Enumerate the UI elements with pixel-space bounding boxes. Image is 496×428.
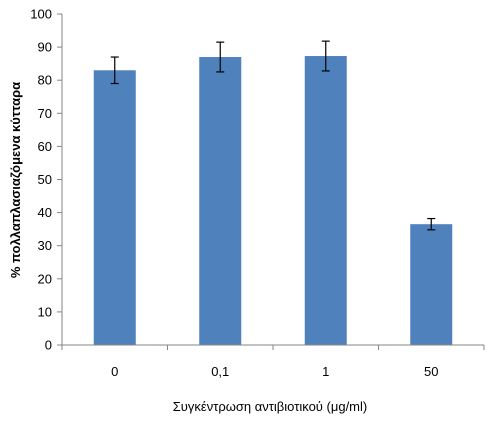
- x-axis-title: Συγκέντρωση αντιβιοτικού (μg/ml): [173, 399, 367, 414]
- y-tick-label: 90: [38, 40, 52, 55]
- y-tick-label: 80: [38, 73, 52, 88]
- bar: [410, 224, 453, 345]
- y-tick-label: 50: [38, 172, 52, 187]
- y-tick-label: 100: [30, 7, 52, 22]
- bar: [304, 56, 347, 346]
- y-axis-title: % πολλαπλασιαζόμενα κύτταρα: [8, 82, 23, 278]
- x-tick-label: 50: [424, 364, 438, 379]
- x-ticks-group: 0 0,1 1 50: [61, 345, 485, 379]
- x-tick-label: 1: [322, 364, 329, 379]
- y-tick-label: 10: [38, 304, 52, 319]
- y-tick-label: 30: [38, 238, 52, 253]
- y-tick-label: 0: [45, 338, 52, 353]
- x-tick-label: 0,1: [211, 364, 229, 379]
- y-ticks-group: 0 10 20 30 40 50 60 70 80 90 100: [30, 7, 62, 353]
- bar: [93, 70, 136, 346]
- error-bars-group: [110, 40, 436, 231]
- x-tick-label: 0: [111, 364, 118, 379]
- y-tick-label: 70: [38, 106, 52, 121]
- y-tick-label: 60: [38, 139, 52, 154]
- bars-group: [93, 56, 453, 346]
- y-tick-label: 20: [38, 271, 52, 286]
- bar: [199, 57, 242, 345]
- y-tick-label: 40: [38, 205, 52, 220]
